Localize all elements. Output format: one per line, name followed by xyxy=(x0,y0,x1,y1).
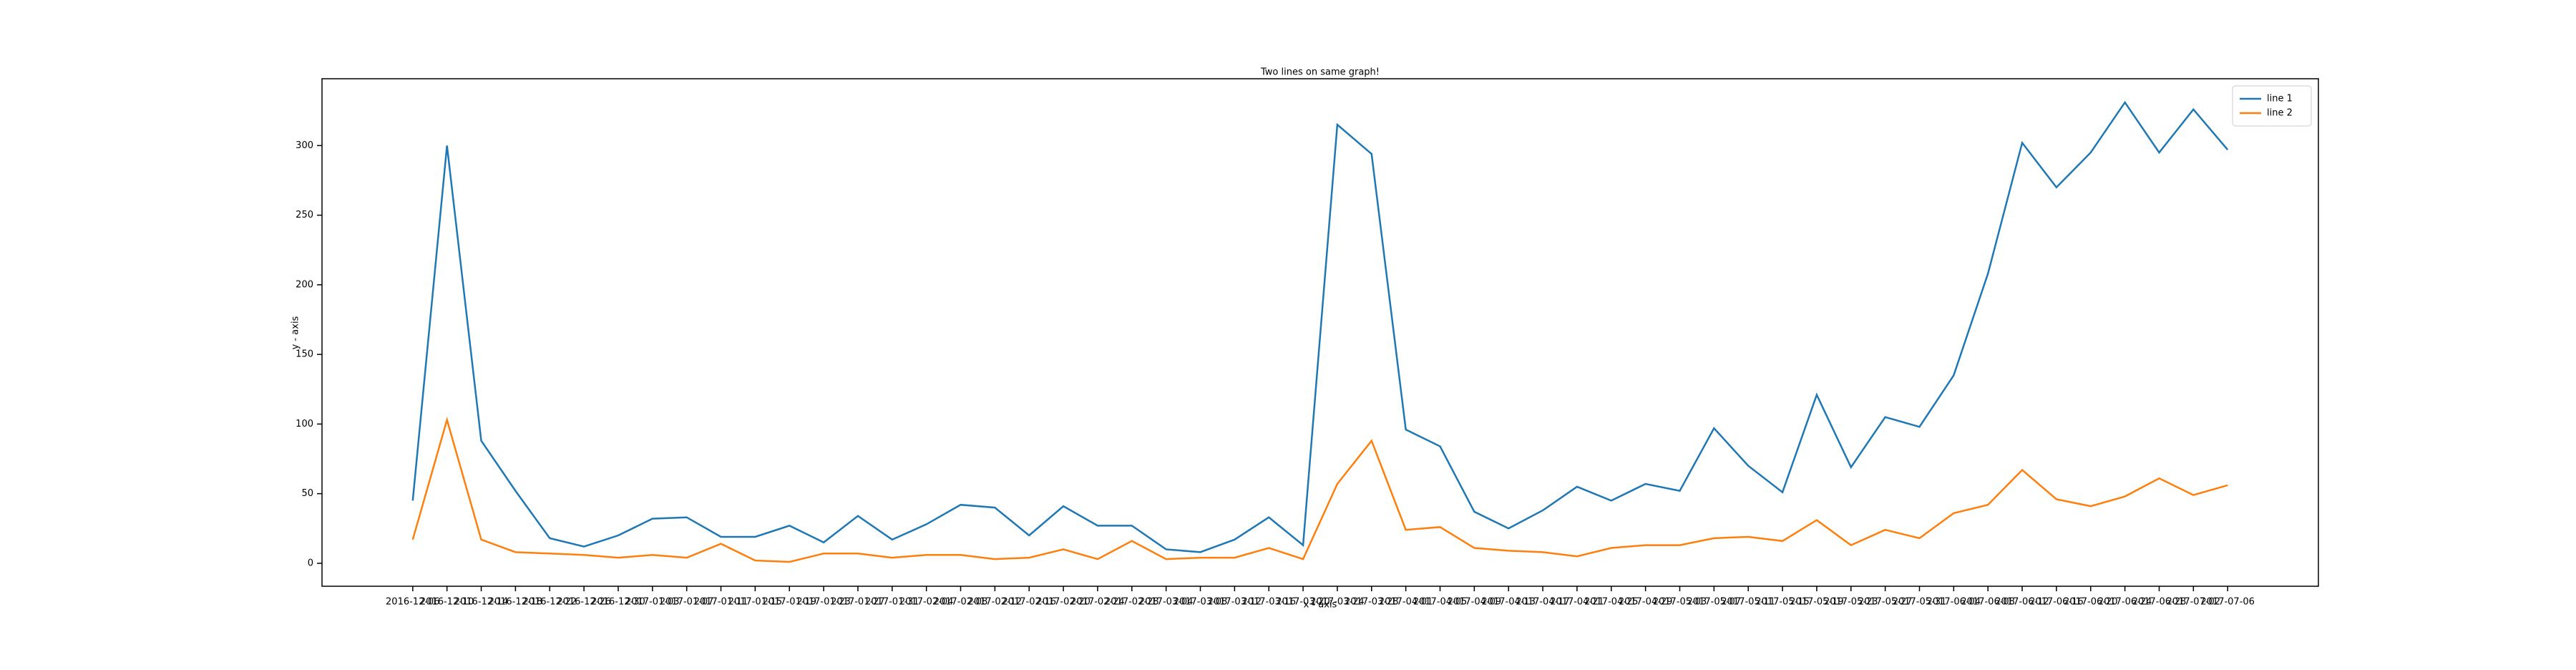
x-tick-label: 2016-12-10 xyxy=(420,597,474,608)
x-tick-label: 2016-12-06 xyxy=(386,597,440,608)
x-tick-label: 2017-03-12 xyxy=(1208,597,1262,608)
x-tick-label: 2017-06-16 xyxy=(2029,597,2084,608)
x-tick-label: 2017-03-04 xyxy=(1139,597,1194,608)
y-tick-label: 150 xyxy=(296,349,313,360)
x-tick-label: 2017-04-13 xyxy=(1481,597,1536,608)
x-tick-label: 2017-02-28 xyxy=(1105,597,1159,608)
x-tick-label: 2017-06-08 xyxy=(1961,597,2015,608)
x-tick-label: 2017-01-07 xyxy=(660,597,714,608)
x-tick-label: 2017-04-09 xyxy=(1448,597,1502,608)
x-tick-label: 2017-07-06 xyxy=(2200,597,2255,608)
line-series xyxy=(411,417,2228,563)
x-tick-label: 2017-05-23 xyxy=(1824,597,1878,608)
x-tick-label: 2017-04-25 xyxy=(1584,597,1639,608)
legend-box xyxy=(2232,85,2312,127)
chart-title: Two lines on same graph! xyxy=(1260,67,1380,78)
y-tick-label: 200 xyxy=(296,279,313,290)
x-tick-label: 2017-06-04 xyxy=(1927,597,1981,608)
line-series xyxy=(411,100,2229,553)
x-tick-label: 2017-02-24 xyxy=(1070,597,1125,608)
x-tick-label: 2017-01-11 xyxy=(694,597,748,608)
x-tick-label: 2017-01-19 xyxy=(762,597,816,608)
x-tick-label: 2017-04-21 xyxy=(1550,597,1604,608)
x-tick-label: 2017-03-16 xyxy=(1241,597,1296,608)
x-tick-label: 2017-03-24 xyxy=(1310,597,1365,608)
x-tick-label: 2017-05-15 xyxy=(1755,597,1810,608)
y-tick-label: 100 xyxy=(296,419,313,429)
x-tick-label: 2016-12-18 xyxy=(489,597,543,608)
x-tick-label: 2017-03-28 xyxy=(1345,597,1399,608)
x-tick-label: 2017-02-04 xyxy=(899,597,954,608)
legend: line 1 line 2 xyxy=(2232,85,2312,127)
y-tick-label: 50 xyxy=(301,488,313,499)
legend-label: line 1 xyxy=(2267,94,2293,105)
x-axis-label: x - axis xyxy=(1304,600,1337,611)
y-tick-label: 300 xyxy=(296,140,313,151)
x-tick-label: 2017-05-31 xyxy=(1893,597,1947,608)
x-tick-label: 2017-03-08 xyxy=(1174,597,1228,608)
x-tick-label: 2017-05-19 xyxy=(1790,597,1844,608)
legend-label: line 2 xyxy=(2267,108,2293,119)
x-tick-label: 2017-01-31 xyxy=(865,597,919,608)
x-tick-label: 2017-02-08 xyxy=(934,597,988,608)
x-tick-label: 2017-06-12 xyxy=(1995,597,2049,608)
x-tick-label: 2017-05-11 xyxy=(1721,597,1775,608)
x-tick-label: 2017-05-27 xyxy=(1858,597,1913,608)
x-tick-label: 2017-07-02 xyxy=(2167,597,2221,608)
plot-frame xyxy=(321,78,2319,587)
x-tick-label: 2017-01-15 xyxy=(728,597,783,608)
x-tick-label: 2017-04-17 xyxy=(1516,597,1570,608)
x-tick-label: 2017-04-05 xyxy=(1413,597,1468,608)
y-tick-label: 0 xyxy=(308,558,313,568)
x-tick-label: 2017-02-20 xyxy=(1036,597,1091,608)
x-tick-label: 2017-01-03 xyxy=(625,597,680,608)
x-tick-label: 2017-05-07 xyxy=(1687,597,1742,608)
x-tick-label: 2017-01-23 xyxy=(796,597,851,608)
x-tick-label: 2016-12-30 xyxy=(591,597,645,608)
x-tick-label: 2017-02-12 xyxy=(968,597,1023,608)
x-tick-label: 2017-06-20 xyxy=(2064,597,2118,608)
x-tick-label: 2017-06-28 xyxy=(2132,597,2187,608)
x-tick-label: 2017-05-03 xyxy=(1653,597,1707,608)
x-tick-label: 2017-06-24 xyxy=(2098,597,2152,608)
x-tick-label: 2016-12-26 xyxy=(557,597,611,608)
x-tick-label: 2017-04-01 xyxy=(1379,597,1433,608)
x-tick-label: 2016-12-22 xyxy=(522,597,577,608)
y-axis-label: y - axis xyxy=(291,316,301,349)
x-tick-label: 2017-01-27 xyxy=(831,597,885,608)
x-tick-label: 2017-02-16 xyxy=(1002,597,1056,608)
x-tick-label: 2016-12-14 xyxy=(454,597,509,608)
x-tick-label: 2017-04-29 xyxy=(1619,597,1673,608)
y-tick-label: 250 xyxy=(296,210,313,220)
x-tick-label: 2017-03-20 xyxy=(1276,597,1330,608)
